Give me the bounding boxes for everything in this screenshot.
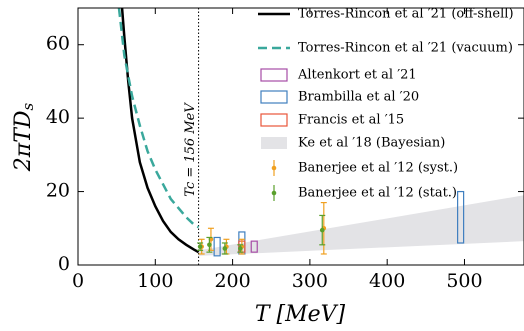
legend: Torres-Rincon et al ′21 (off-shell) Torre… (258, 7, 514, 201)
legend-point (271, 165, 277, 171)
point (207, 242, 212, 248)
y-axis-title-main: 2πTD (11, 110, 36, 172)
x-tick-label: 300 (292, 270, 328, 292)
y-tick-label: 60 (46, 33, 70, 55)
legend-band (261, 137, 287, 149)
y-axis-title: 2πTDs (11, 102, 37, 172)
point (197, 244, 203, 249)
legend-label: Ke et al ′18 (Bayesian) (298, 136, 445, 151)
legend-label: Brambilla et al ′20 (298, 90, 419, 105)
box (250, 240, 258, 253)
point (319, 227, 325, 233)
band (198, 195, 524, 256)
x-tick-label: 200 (214, 270, 250, 292)
line (117, 8, 200, 229)
axes-frame (77, 7, 524, 266)
legend-label: Banerjee et al ′12 (syst.) (298, 161, 458, 176)
legend-label: Torres-Rincon et al ′21 (off-shell) (298, 7, 514, 22)
legend-label: Francis et al ′15 (298, 113, 404, 128)
x-tick-label: 500 (446, 270, 482, 292)
point (222, 246, 228, 251)
x-tick-label: 400 (369, 270, 405, 292)
legend-point (271, 190, 277, 196)
legend-box (260, 113, 288, 127)
legend-label: Banerjee et al ′12 (stat.) (298, 186, 457, 201)
y-tick-label: 20 (46, 180, 70, 202)
legend-label: Altenkort et al ′21 (297, 68, 417, 83)
tc-label: Tc = 156 MeV (183, 102, 198, 197)
point (238, 246, 243, 251)
legend-box (260, 90, 288, 104)
legend-label: Torres-Rincon et al ′21 (vacuum) (298, 41, 513, 56)
box (213, 236, 221, 257)
box (457, 190, 465, 244)
y-tick-label: 0 (58, 253, 70, 275)
legend-box (260, 68, 288, 82)
x-axis-title: T [MeV] (255, 302, 346, 327)
plot-area (117, 8, 524, 265)
x-tick-label: 0 (72, 270, 84, 292)
y-axis-title-sub: s (19, 102, 37, 110)
x-tick-label: 100 (137, 270, 173, 292)
y-tick-label: 40 (46, 106, 70, 128)
